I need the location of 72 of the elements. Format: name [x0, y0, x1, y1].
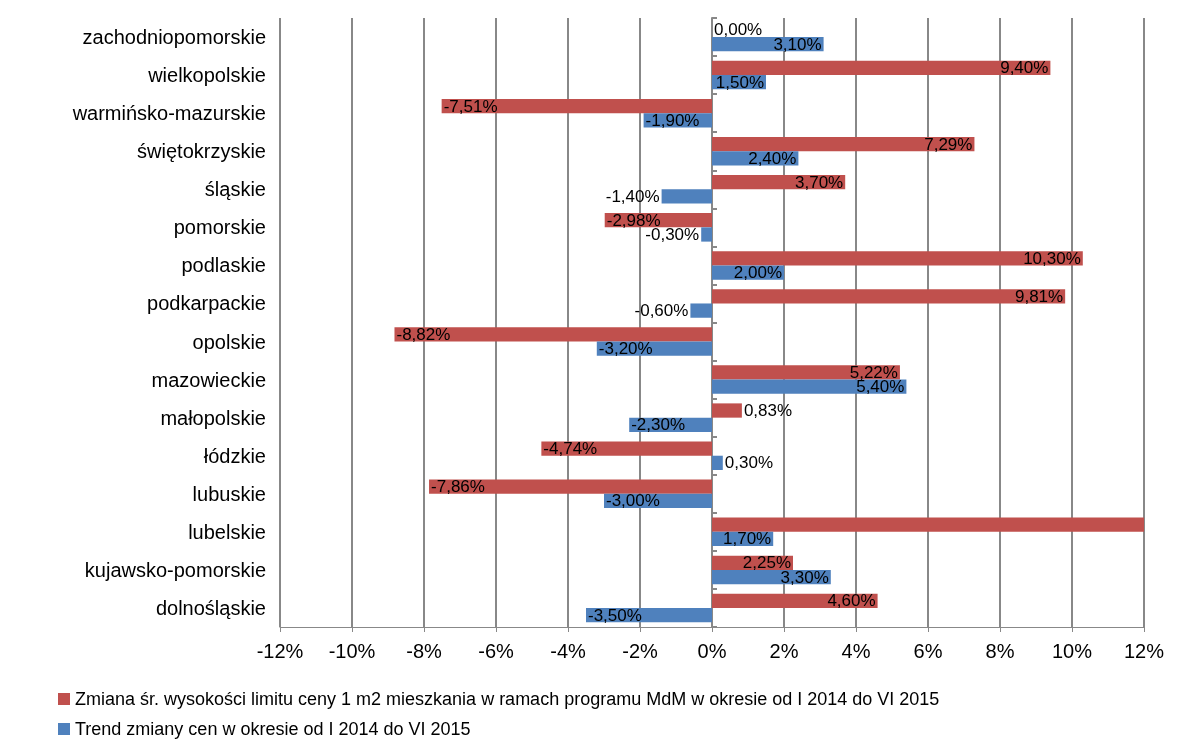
- x-tick-label: 10%: [1051, 640, 1093, 662]
- data-label: -3,00%: [606, 491, 660, 511]
- data-label: 0,30%: [724, 453, 773, 473]
- data-label: -3,20%: [598, 339, 653, 359]
- data-label: 1,70%: [723, 529, 772, 549]
- bar: [712, 60, 1051, 76]
- data-label: 4,60%: [827, 591, 876, 611]
- data-label: 7,29%: [924, 134, 973, 154]
- data-label: 3,70%: [795, 172, 844, 192]
- x-tick-label: -8%: [406, 640, 442, 662]
- y-tick-label: opolskie: [192, 330, 266, 353]
- y-tick-label: kujawsko-pomorskie: [84, 558, 266, 581]
- data-label: -7,86%: [431, 477, 485, 497]
- data-label: 10,30%: [1023, 248, 1081, 268]
- y-tick-label: lubelskie: [188, 520, 266, 543]
- bar: [701, 227, 712, 242]
- y-tick-label: małopolskie: [160, 406, 266, 429]
- x-tick-label: -6%: [478, 640, 514, 662]
- x-tick-label: 6%: [913, 640, 943, 662]
- bar: [712, 455, 723, 470]
- data-label: 0,83%: [743, 401, 793, 421]
- bar: [712, 289, 1066, 304]
- data-label: -3,50%: [588, 605, 642, 625]
- y-tick-label: zachodniopomorskie: [82, 26, 266, 49]
- y-tick-label: podlaskie: [181, 254, 266, 277]
- y-tick-label: świętokrzyskie: [137, 140, 266, 163]
- x-tick-label: 4%: [841, 640, 871, 662]
- bar: [712, 251, 1083, 266]
- data-label: 3,10%: [773, 34, 822, 54]
- bar: [661, 189, 712, 204]
- x-tick-label: -10%: [328, 640, 376, 662]
- bar: [712, 403, 742, 418]
- data-label: 0,00%: [714, 20, 763, 40]
- y-tick-label: wielkopolskie: [147, 64, 266, 87]
- data-label: -0,60%: [634, 301, 689, 321]
- legend-label: Zmiana śr. wysokości limitu ceny 1 m2 mieszkania w ramach programu MdM w okresie od I 2014 do VI 2015: [75, 689, 940, 709]
- bar: [394, 327, 712, 342]
- data-label: 9,40%: [1000, 58, 1049, 78]
- x-tick-label: 2%: [769, 640, 799, 662]
- x-tick-label: -4%: [550, 640, 586, 662]
- legend-label: Trend zmiany cen w okresie od I 2014 do VI 2015: [75, 719, 471, 739]
- data-label: 9,81%: [1014, 286, 1064, 306]
- y-tick-label: podkarpackie: [147, 292, 266, 315]
- data-label: 2,40%: [748, 148, 797, 168]
- data-label: -4,74%: [543, 439, 598, 459]
- x-tick-label: 0%: [697, 640, 727, 662]
- y-tick-label: pomorskie: [173, 216, 266, 239]
- data-label: 1,50%: [715, 72, 764, 92]
- bar: [712, 365, 900, 380]
- bar: [690, 303, 712, 318]
- x-tick-label: -2%: [622, 640, 658, 662]
- data-label: -2,30%: [631, 415, 686, 435]
- y-tick-label: dolnośląskie: [155, 596, 266, 619]
- y-tick-label: mazowieckie: [151, 368, 266, 391]
- bar: [441, 98, 712, 114]
- y-tick-label: warmińsko-mazurskie: [71, 102, 266, 125]
- bar: [712, 136, 975, 152]
- x-tick-label: 8%: [985, 640, 1015, 662]
- y-tick-label: łódzkie: [203, 444, 266, 467]
- x-tick-label: -12%: [256, 640, 304, 662]
- x-tick-label: 12%: [1123, 640, 1165, 662]
- data-label: -8,82%: [396, 324, 451, 344]
- data-label: -1,40%: [605, 186, 660, 206]
- bar: [429, 479, 712, 494]
- data-label: 2,00%: [733, 263, 782, 283]
- data-label: -7,51%: [443, 96, 498, 116]
- bar: [541, 441, 712, 456]
- y-tick-label: lubuskie: [192, 482, 266, 505]
- data-label: 3,30%: [780, 567, 829, 587]
- data-label: -1,90%: [645, 110, 700, 130]
- bar: [712, 517, 1144, 532]
- y-tick-label: śląskie: [204, 178, 266, 201]
